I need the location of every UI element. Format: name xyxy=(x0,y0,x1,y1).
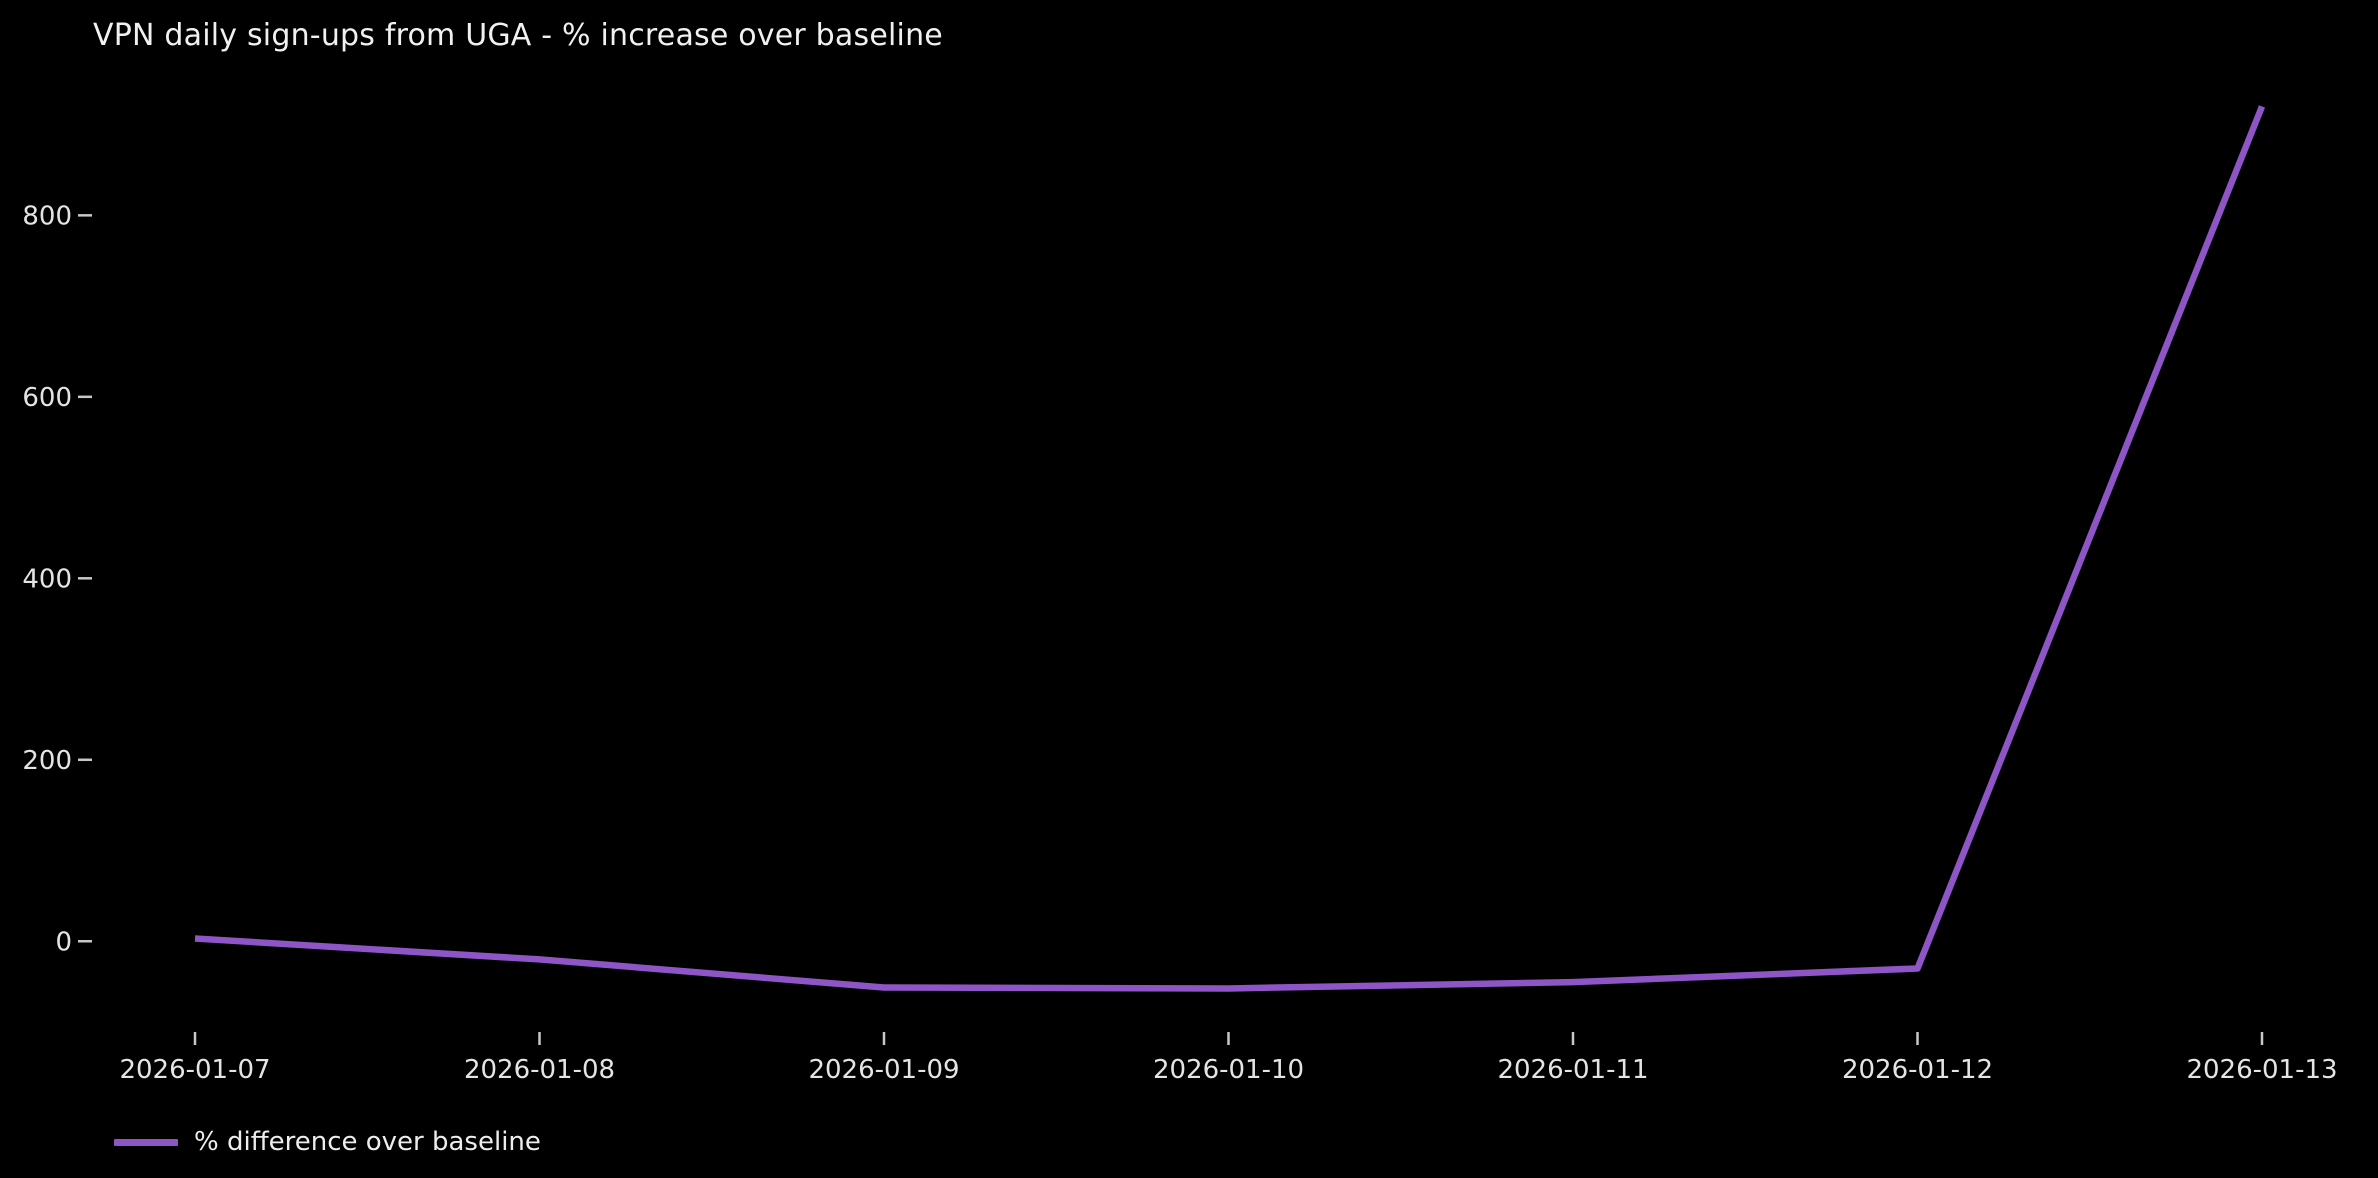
y-tick-label: 400 xyxy=(22,564,72,594)
chart-title: VPN daily sign-ups from UGA - % increase… xyxy=(93,18,943,53)
legend-label: % difference over baseline xyxy=(194,1127,541,1157)
x-tick-label: 2026-01-07 xyxy=(119,1055,270,1085)
y-tick-label: 200 xyxy=(22,746,72,776)
x-tick-label: 2026-01-11 xyxy=(1497,1055,1648,1085)
legend-line-swatch xyxy=(114,1138,178,1146)
legend: % difference over baseline xyxy=(114,1122,541,1162)
y-tick-label: 600 xyxy=(22,383,72,413)
x-tick-label: 2026-01-08 xyxy=(464,1055,615,1085)
y-tick-label: 0 xyxy=(55,927,72,957)
x-tick-label: 2026-01-12 xyxy=(1842,1055,1993,1085)
x-tick-label: 2026-01-13 xyxy=(2186,1055,2337,1085)
x-tick-label: 2026-01-09 xyxy=(808,1055,959,1085)
x-tick-label: 2026-01-10 xyxy=(1153,1055,1304,1085)
y-tick-label: 800 xyxy=(22,201,72,231)
series-line xyxy=(194,105,2266,992)
